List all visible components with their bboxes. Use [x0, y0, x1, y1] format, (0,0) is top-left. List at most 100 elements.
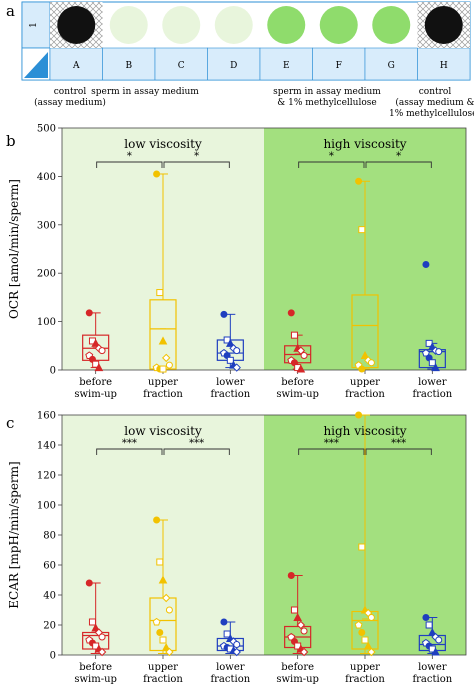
well-column-label: A	[72, 61, 80, 71]
x-tick-label: lower	[418, 662, 447, 673]
significance-bracket	[298, 161, 365, 168]
x-tick-label: fraction	[412, 674, 452, 685]
data-point	[431, 647, 440, 656]
x-tick-label: before	[79, 377, 112, 388]
y-tick-label: 40	[43, 591, 56, 602]
data-point	[165, 606, 173, 614]
data-point	[361, 636, 369, 644]
data-point	[296, 620, 306, 630]
data-point	[355, 411, 363, 419]
well-caption: (assay medium &	[395, 97, 474, 108]
data-point	[161, 593, 171, 603]
data-point	[223, 630, 231, 638]
row-label-cell	[21, 1, 51, 49]
box	[351, 294, 379, 369]
x-tick-label: upper	[350, 377, 380, 388]
data-point	[290, 606, 298, 614]
well-circle	[109, 6, 148, 44]
data-point	[97, 647, 107, 657]
y-tick-label: 80	[43, 531, 56, 542]
region-label: low viscosity	[124, 424, 202, 438]
significance-bracket	[163, 161, 230, 168]
data-point	[300, 351, 308, 359]
data-point	[158, 575, 168, 584]
significance-label: ***	[189, 438, 204, 449]
significance-bracket	[365, 161, 432, 168]
significance-bracket	[365, 448, 432, 455]
panel-letter: b	[6, 132, 16, 150]
data-point	[287, 572, 295, 579]
data-point	[220, 310, 228, 318]
data-point	[161, 353, 171, 363]
data-point	[152, 617, 161, 626]
data-point	[367, 614, 375, 621]
well-column-label: E	[283, 61, 290, 71]
data-point	[355, 177, 363, 185]
well-caption: & 1% methylcellulose	[277, 98, 376, 108]
y-axis-title: ECAR [mpH/min/sperm]	[7, 461, 21, 608]
data-point	[232, 647, 241, 657]
data-point	[85, 579, 93, 587]
data-point	[287, 309, 295, 317]
well-column-label: B	[125, 61, 132, 71]
well-caption: sperm in assay medium	[273, 87, 381, 97]
x-tick-label: swim-up	[74, 389, 117, 400]
well-caption: (assay medium)	[34, 97, 106, 108]
y-tick-label: 100	[37, 317, 56, 328]
x-tick-label: fraction	[143, 674, 183, 685]
data-point	[299, 647, 309, 657]
y-tick-label: 60	[43, 561, 56, 572]
well-caption: sperm in assay medium	[91, 87, 199, 97]
x-tick-label: swim-up	[276, 389, 319, 400]
data-point	[165, 647, 174, 657]
data-point	[367, 647, 376, 657]
data-point	[156, 558, 164, 566]
data-point	[159, 365, 167, 373]
data-point	[421, 348, 430, 357]
data-point	[435, 348, 443, 356]
significance-bracket	[163, 448, 230, 455]
y-tick-label: 100	[37, 501, 56, 512]
y-tick-label: 0	[50, 366, 56, 377]
x-tick-label: fraction	[210, 674, 250, 685]
x-tick-label: upper	[148, 662, 178, 673]
data-point	[161, 642, 171, 651]
data-point	[425, 621, 433, 629]
row-number-label: 1	[29, 22, 39, 28]
data-point	[435, 636, 443, 644]
panel-letter: c	[6, 414, 14, 432]
y-tick-label: 300	[37, 220, 56, 231]
data-point	[354, 620, 363, 629]
significance-bracket	[298, 448, 365, 455]
x-tick-label: lower	[216, 662, 245, 673]
data-point	[293, 612, 303, 621]
well-circle	[267, 6, 306, 44]
significance-bracket	[96, 161, 163, 168]
corner-triangle-icon	[24, 52, 48, 78]
well-caption: 1% methylcellulose)	[389, 108, 474, 119]
data-point	[158, 336, 168, 345]
well-label-cell	[207, 47, 261, 81]
well-label-cell	[259, 47, 313, 81]
data-point	[220, 618, 228, 626]
well-circle	[214, 6, 253, 44]
data-point	[85, 309, 93, 317]
data-point	[225, 338, 235, 347]
data-point	[232, 363, 241, 372]
x-tick-label: swim-up	[276, 674, 319, 685]
y-axis-title: OCR [amol/min/sperm]	[7, 179, 21, 319]
data-point	[153, 170, 161, 178]
wells-layer: A B C D E F G H	[49, 2, 471, 81]
well-column-label: D	[230, 61, 237, 71]
y-tick-label: 120	[37, 471, 56, 482]
data-point	[360, 350, 370, 359]
data-point	[428, 359, 436, 367]
well-label-cell	[102, 47, 156, 81]
x-tick-label: fraction	[345, 389, 385, 400]
data-point	[358, 226, 366, 234]
x-tick-label: fraction	[210, 389, 250, 400]
x-tick-label: fraction	[412, 389, 452, 400]
significance-label: ***	[391, 438, 406, 449]
data-point	[165, 361, 173, 369]
